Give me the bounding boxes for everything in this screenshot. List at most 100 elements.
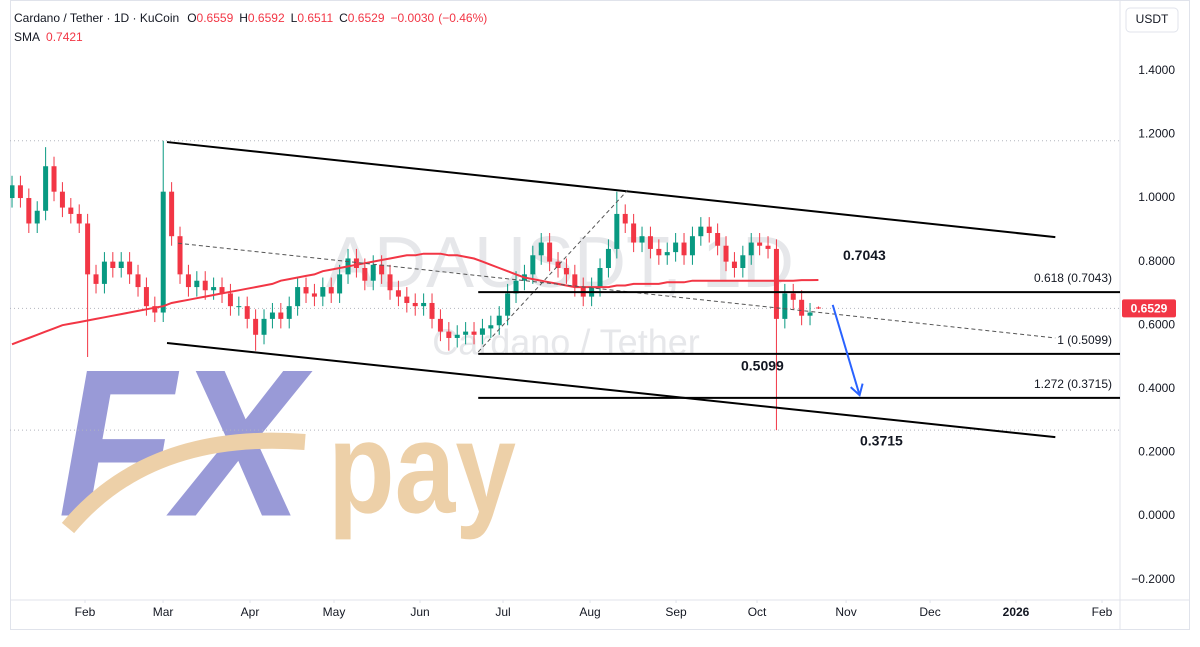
x-tick-label: Nov	[835, 605, 856, 619]
y-tick-label: 1.4000	[1138, 63, 1175, 77]
sma-value: 0.7421	[46, 30, 83, 44]
logo-pay: pay	[328, 394, 516, 540]
candle-body	[295, 287, 301, 307]
candle-body	[152, 306, 158, 313]
currency-label[interactable]: USDT	[1136, 12, 1169, 26]
candle-body	[563, 267, 569, 275]
candle-body	[740, 255, 746, 268]
candle-body	[429, 302, 435, 319]
candle-body	[51, 166, 57, 192]
candle-body	[681, 242, 687, 256]
candle-body	[68, 207, 74, 214]
candle-body	[219, 287, 225, 294]
trendline	[166, 342, 1056, 439]
candle-body	[446, 331, 452, 338]
candle-body	[807, 312, 813, 316]
candle-body	[757, 242, 763, 246]
candle-body	[782, 293, 788, 319]
candle-body	[379, 264, 385, 275]
plot-area	[10, 140, 1120, 439]
legend-header: Cardano / Tether · 1D · KuCoin O0.6559 H0.…	[14, 11, 487, 25]
candle-body	[34, 210, 40, 224]
trendline	[177, 242, 1056, 339]
candle-body	[815, 307, 821, 309]
fib-price-tag: 0.7043	[843, 247, 886, 263]
fib-price-tag: 0.5099	[741, 358, 784, 374]
trendline	[477, 189, 629, 353]
currency-button[interactable]	[1125, 7, 1179, 33]
candle-body	[269, 312, 275, 319]
candle-body	[597, 267, 603, 288]
fib-price-tag: 0.3715	[860, 433, 903, 449]
y-tick-label: 1.0000	[1138, 190, 1175, 204]
candle-body	[177, 236, 183, 275]
candle-body	[731, 261, 737, 268]
y-tick-label: 1.2000	[1138, 127, 1175, 141]
candle-body	[227, 293, 233, 307]
candle-body	[488, 325, 494, 329]
candle-body	[43, 166, 49, 211]
candle-body	[387, 274, 393, 291]
candle-body	[320, 287, 326, 297]
candle-body	[664, 252, 670, 256]
x-tick-label: Feb	[1092, 605, 1113, 619]
candle-body	[706, 226, 712, 234]
candle-body	[10, 185, 15, 199]
candle-body	[328, 287, 334, 294]
candle-body	[85, 223, 91, 275]
candle-body	[799, 299, 805, 316]
x-tick-label: Jul	[495, 605, 510, 619]
candle-body	[311, 293, 317, 297]
last-price-tag	[1122, 299, 1176, 318]
candle-body	[118, 261, 124, 268]
axes: −0.2000 0.0000 0.2000 0.4000 0.6000 0.8000 1.0…	[75, 63, 1176, 619]
candle-body	[101, 261, 107, 284]
candle-body	[303, 287, 309, 294]
candle-body	[244, 306, 250, 319]
candle-body	[656, 248, 662, 256]
candle-body	[790, 293, 796, 300]
candle-body	[211, 287, 217, 291]
low-value: 0.6511	[297, 11, 333, 25]
close-value: 0.6529	[348, 11, 385, 25]
candle-body	[362, 267, 368, 281]
candle-body	[773, 248, 779, 319]
candle-body	[647, 236, 653, 249]
candle-body	[471, 331, 477, 335]
candle-body	[673, 242, 679, 253]
candle-body	[496, 315, 502, 326]
candle-body	[421, 302, 427, 307]
x-tick-label: Dec	[919, 605, 940, 619]
chart-frame	[10, 0, 1190, 630]
open-letter: O	[187, 11, 196, 25]
candle-body	[530, 255, 536, 275]
change: −0.0030	[391, 11, 435, 25]
candle-body	[261, 318, 267, 335]
candle-body	[689, 236, 695, 256]
close-letter: C	[339, 11, 348, 25]
fib-level-label: 1.272 (0.3715)	[1034, 377, 1112, 391]
candle-body	[286, 306, 292, 319]
candle-body	[479, 328, 485, 335]
x-tick-label: Apr	[241, 605, 260, 619]
trendline	[166, 141, 1056, 239]
candle-body	[110, 261, 116, 268]
candle-body	[622, 213, 628, 224]
candle-body	[404, 296, 410, 303]
candle-body	[370, 264, 376, 281]
candle-body	[143, 287, 149, 307]
candle-body	[463, 331, 469, 335]
candle-body	[169, 191, 175, 237]
candle-body	[160, 191, 166, 313]
candle-body	[513, 280, 519, 294]
y-tick-label: 0.0000	[1138, 508, 1175, 522]
y-tick-label: −0.2000	[1131, 572, 1175, 586]
x-tick-label: Mar	[153, 605, 174, 619]
candle-body	[631, 223, 637, 243]
y-tick-label: 0.8000	[1138, 254, 1175, 268]
sma-name: SMA	[14, 30, 40, 44]
candle-body	[505, 293, 511, 316]
candle-body	[572, 274, 578, 288]
candle-body	[698, 226, 704, 237]
